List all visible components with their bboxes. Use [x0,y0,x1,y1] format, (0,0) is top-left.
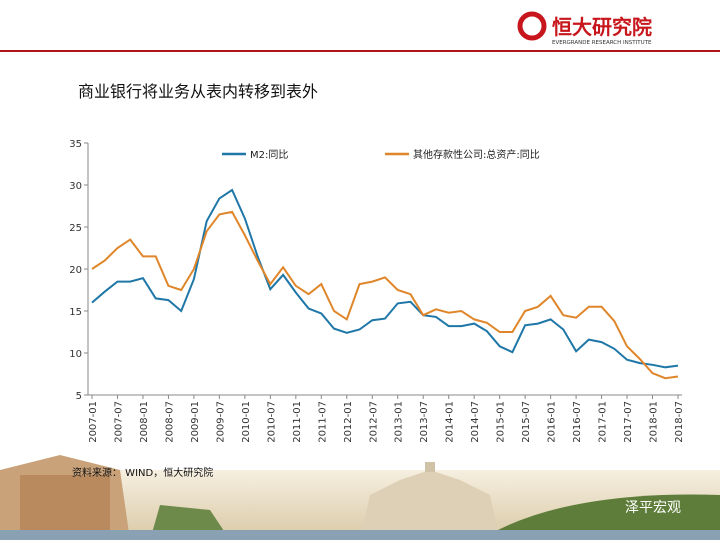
x-tick-label: 2013-01 [394,401,405,443]
x-tick-label: 2009-07 [215,401,226,443]
x-tick-label: 2007-01 [88,401,99,443]
x-tick-label: 2016-01 [547,401,558,443]
x-tick-label: 2014-01 [445,401,456,443]
x-tick-label: 2018-01 [649,401,660,443]
x-tick-label: 2011-07 [317,401,328,443]
source-note: 资料来源： WIND，恒大研究院 [72,466,213,479]
series-line [91,210,679,380]
logo-text: 恒大研究院 [552,15,652,39]
x-tick-label: 2011-01 [292,401,303,443]
x-tick-label: 2014-07 [470,401,481,443]
x-tick-label: 2017-07 [623,401,634,443]
y-tick-label: 15 [69,307,82,318]
y-tick-label: 35 [69,139,82,150]
x-tick-label: 2012-01 [343,401,354,443]
x-tick-label: 2012-07 [368,401,379,443]
y-tick-label: 25 [69,223,82,234]
x-tick-label: 2008-07 [164,401,175,443]
logo-subtext: EVERGRANDE RESEARCH INSTITUTE [552,40,652,46]
x-tick-label: 2007-07 [113,401,124,443]
x-tick-label: 2009-01 [190,401,201,443]
x-tick-label: 2015-07 [521,401,532,443]
chart-title: 商业银行将业务从表内转移到表外 [78,82,318,101]
x-tick-label: 2018-07 [674,401,685,443]
y-tick-label: 10 [69,349,82,360]
x-tick-label: 2010-01 [241,401,252,443]
logo: 恒大研究院 EVERGRANDE RESEARCH INSTITUTE [517,11,652,46]
x-tick-label: 2013-07 [419,401,430,443]
watermark: 泽平宏观 [625,500,681,516]
y-tick-label: 5 [76,391,82,402]
x-tick-label: 2016-07 [572,401,583,443]
x-tick-label: 2008-01 [139,401,150,443]
y-tick-label: 30 [69,181,82,192]
legend-label: M2:同比 [250,149,288,161]
series-line [91,188,679,369]
x-tick-label: 2010-07 [266,401,277,443]
footer-art [0,455,720,540]
x-tick-label: 2015-01 [496,401,507,443]
legend-label: 其他存款性公司:总资产:同比 [413,148,540,161]
x-tick-label: 2017-01 [598,401,609,443]
y-tick-label: 20 [69,265,82,276]
